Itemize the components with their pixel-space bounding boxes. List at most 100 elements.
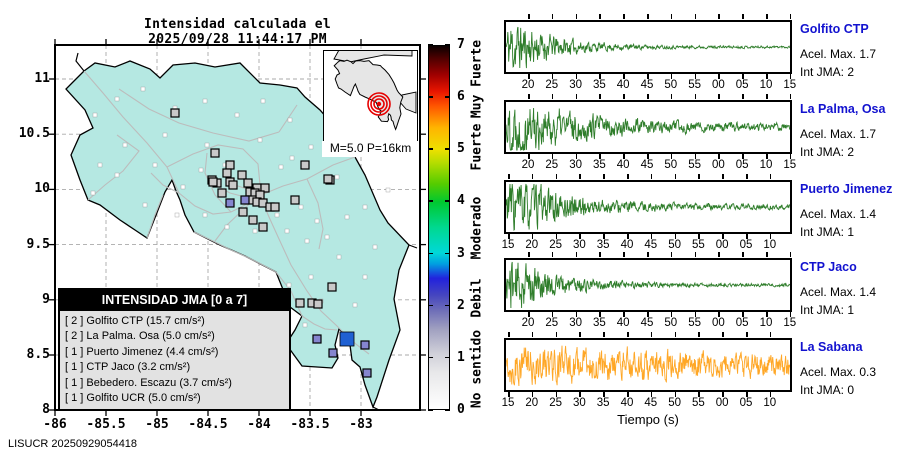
wave-axis-tick xyxy=(746,234,748,239)
station-marker-intensity1 xyxy=(208,177,218,187)
colorbar-tick xyxy=(445,44,450,46)
epicenter-marker-icon xyxy=(367,92,391,116)
wave-axis-tick-label: 40 xyxy=(616,159,630,171)
wave-panel xyxy=(504,20,792,74)
intensity-colorbar xyxy=(428,45,450,410)
wave-axis-tick xyxy=(722,332,724,337)
wave-axis-tick xyxy=(575,154,578,159)
station-marker-nodata xyxy=(362,274,368,280)
wave-axis-tick-label: 20 xyxy=(521,317,535,329)
wave-int-jma-label: Int JMA: 2 xyxy=(800,145,855,159)
wave-axis-tick xyxy=(551,252,554,257)
wave-axis-tick xyxy=(746,332,748,337)
wave-axis-tick-label: 45 xyxy=(640,79,654,91)
wave-axis-tick xyxy=(575,74,578,79)
wave-axis-tick-label: 10 xyxy=(763,239,777,251)
wave-axis-tick xyxy=(718,94,720,99)
wave-axis-tick xyxy=(623,312,625,317)
wave-acel-max-label: Acel. Max. 1.7 xyxy=(800,127,877,141)
wave-axis-tick xyxy=(575,312,578,317)
wave-axis-tick xyxy=(670,94,673,99)
wave-axis-tick-label: 50 xyxy=(664,317,678,329)
station-marker-nodata xyxy=(308,274,314,280)
wave-axis-tick-label: 10 xyxy=(763,397,777,409)
wave-axis-tick-label: 15 xyxy=(783,159,797,171)
wave-panel xyxy=(504,180,792,234)
colorbar-number: 7 xyxy=(457,37,465,52)
station-marker-nodata xyxy=(202,212,208,218)
wave-axis-tick-label: 15 xyxy=(783,79,797,91)
wave-axis-tick xyxy=(579,392,581,397)
wave-axis-tick-label: 30 xyxy=(572,397,586,409)
wave-axis-tick xyxy=(528,94,530,99)
wave-axis-tick xyxy=(603,234,605,239)
inset-costa-rica-shape xyxy=(334,60,403,129)
wave-axis-tick xyxy=(623,94,625,99)
station-marker-nodata xyxy=(372,244,378,250)
colorbar-tick xyxy=(445,148,450,150)
station-marker-max-intensity xyxy=(339,331,355,347)
wave-axis-tick xyxy=(766,74,768,79)
wave-axis-tick xyxy=(647,252,649,257)
wave-axis-tick-label: 55 xyxy=(688,317,701,329)
station-marker-intensity1 xyxy=(243,178,253,188)
legend-row: [ 2 ] Golfito CTP (15.7 cm/s²) xyxy=(65,315,205,327)
wave-axis-tick xyxy=(766,94,768,99)
wave-axis-tick xyxy=(647,94,649,99)
wave-axis-tick xyxy=(551,74,554,79)
station-marker-intensity1 xyxy=(222,168,232,178)
station-marker-nodata xyxy=(344,214,350,220)
wave-axis-tick-label: 45 xyxy=(644,397,658,409)
wave-acel-max-label: Acel. Max. 1.4 xyxy=(800,285,877,299)
station-marker-nodata xyxy=(314,218,320,224)
wave-axis-tick-label: 25 xyxy=(549,397,562,409)
y-axis-tick-label: 10.5 xyxy=(18,126,50,142)
station-marker-intensity1 xyxy=(217,188,227,198)
wave-axis-tick xyxy=(528,154,530,159)
station-marker-nodata xyxy=(97,162,103,168)
legend-body: [ 2 ] Golfito CTP (15.7 cm/s²) [ 2 ] La P… xyxy=(60,311,289,409)
wave-axis-tick xyxy=(718,74,720,79)
wave-axis-tick xyxy=(718,312,720,317)
station-marker-intensity1 xyxy=(323,174,333,184)
colorbar-tick xyxy=(428,356,433,359)
wave-axis-tick xyxy=(599,74,601,79)
station-marker-intensity1 xyxy=(300,160,310,170)
wave-axis-tick-label: 30 xyxy=(569,79,582,91)
wave-axis-tick xyxy=(551,94,554,99)
y-axis-tick-label: 9.5 xyxy=(26,236,50,252)
colorbar-tick xyxy=(445,200,450,202)
wave-axis-tick xyxy=(722,392,724,397)
wave-axis-tick xyxy=(789,312,792,317)
wave-axis-tick xyxy=(769,234,772,239)
wave-axis-tick xyxy=(647,154,649,159)
wave-axis-tick xyxy=(742,74,744,79)
station-marker-nodata xyxy=(284,228,290,234)
wave-axis-tick xyxy=(650,332,653,337)
wave-axis-tick xyxy=(599,14,601,19)
wave-axis-tick-label: 05 xyxy=(739,239,753,251)
wave-axis-tick-label: 10 xyxy=(759,317,773,329)
wave-axis-tick xyxy=(694,154,697,159)
wave-axis-tick xyxy=(528,74,530,79)
station-marker-nodata xyxy=(162,132,168,138)
wave-axis-tick xyxy=(555,174,558,179)
colorbar-category-label: Moderado xyxy=(469,196,485,259)
colorbar-category-label: No sentido xyxy=(469,330,485,409)
wave-axis-tick-label: 50 xyxy=(664,79,678,91)
wave-station-name: La Palma, Osa xyxy=(800,102,886,116)
station-marker-intensity1 xyxy=(290,195,300,205)
station-marker-intensity2 xyxy=(240,195,250,205)
wave-axis-tick xyxy=(623,14,625,19)
colorbar-tick xyxy=(428,148,433,150)
x-axis-tick-label: -85 xyxy=(145,417,169,432)
wave-axis-tick xyxy=(670,312,673,317)
station-marker-nodata xyxy=(278,164,284,170)
wave-axis-tick xyxy=(579,174,581,179)
wave-axis-tick-label: 30 xyxy=(572,239,586,251)
station-marker-nodata xyxy=(287,117,293,123)
station-marker-intensity2 xyxy=(328,348,338,358)
station-marker-nodata xyxy=(90,190,96,196)
wave-axis-tick xyxy=(789,94,792,99)
